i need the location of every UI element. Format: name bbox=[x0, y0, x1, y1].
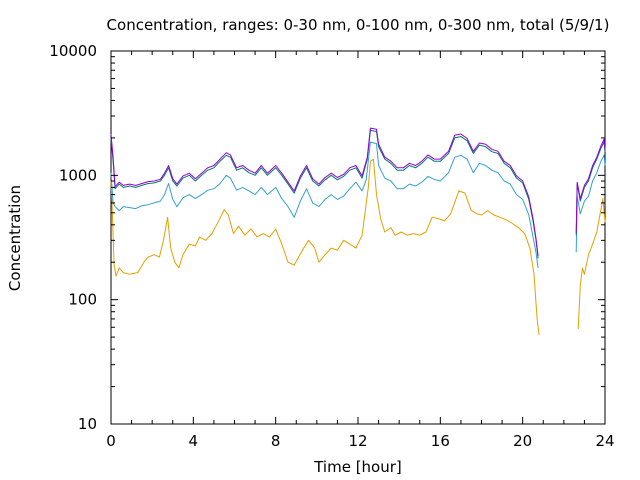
series-layer bbox=[110, 127, 606, 336]
chart-title: Concentration, ranges: 0-30 nm, 0-100 nm… bbox=[107, 16, 610, 34]
ticks-layer: 0 4 8 12 16 20 24 10 100 1000 10000 bbox=[49, 42, 614, 450]
x-tick-label: 8 bbox=[271, 432, 281, 450]
x-tick-label: 0 bbox=[106, 432, 116, 450]
x-tick-label: 16 bbox=[431, 432, 450, 450]
plot-area bbox=[110, 50, 606, 425]
series-0-line-segment-0 bbox=[110, 158, 540, 336]
x-tick-label: 24 bbox=[595, 432, 614, 450]
series-2-line-segment-0 bbox=[110, 129, 539, 259]
series-1-line-segment-0 bbox=[110, 141, 539, 268]
y-tick-label: 10000 bbox=[49, 42, 97, 60]
x-tick-label: 4 bbox=[189, 432, 199, 450]
series-1-line-segment-1 bbox=[575, 154, 606, 253]
y-tick-label: 100 bbox=[68, 291, 97, 309]
series-0-line-segment-1 bbox=[577, 198, 606, 330]
series-3-line-segment-1 bbox=[575, 138, 606, 233]
y-tick-label: 10 bbox=[78, 415, 97, 433]
x-tick-label: 20 bbox=[513, 432, 532, 450]
y-axis-label: Concentration bbox=[6, 185, 24, 291]
x-tick-label: 12 bbox=[348, 432, 367, 450]
y-tick-label: 1000 bbox=[59, 166, 97, 184]
series-3-line-segment-0 bbox=[110, 127, 539, 256]
x-axis-label: Time [hour] bbox=[313, 458, 402, 476]
